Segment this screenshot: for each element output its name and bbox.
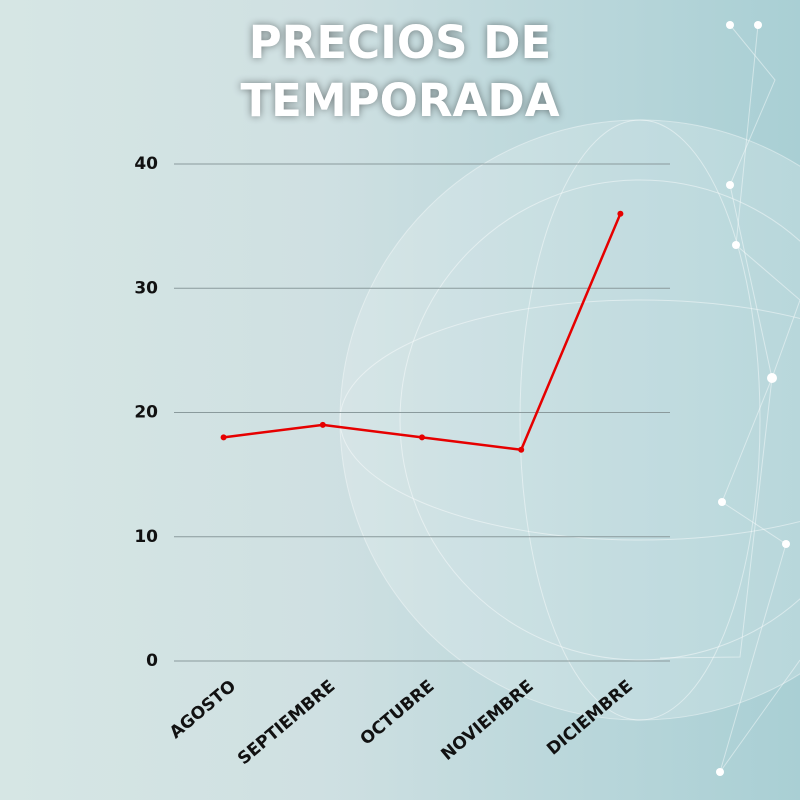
x-tick-label: NOVIEMBRE	[438, 676, 538, 765]
chart-title: PRECIOS DE TEMPORADA	[240, 16, 560, 127]
background-decoration	[339, 21, 800, 776]
x-tick-label: AGOSTO	[166, 676, 240, 743]
data-point	[617, 210, 624, 217]
y-tick-label: 40	[134, 154, 158, 174]
y-tick-label: 30	[134, 278, 158, 298]
data-point	[518, 446, 525, 453]
y-tick-label: 0	[146, 651, 158, 671]
data-point	[220, 434, 227, 441]
data-point	[319, 421, 326, 428]
x-tick-label: SEPTIEMBRE	[234, 676, 339, 769]
y-tick-label: 10	[134, 527, 158, 547]
data-point	[419, 434, 425, 441]
x-tick-label: OCTUBRE	[357, 676, 439, 749]
y-tick-label: 20	[134, 403, 158, 423]
